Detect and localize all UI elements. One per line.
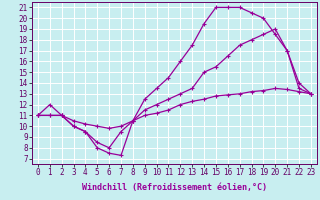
X-axis label: Windchill (Refroidissement éolien,°C): Windchill (Refroidissement éolien,°C): [82, 183, 267, 192]
